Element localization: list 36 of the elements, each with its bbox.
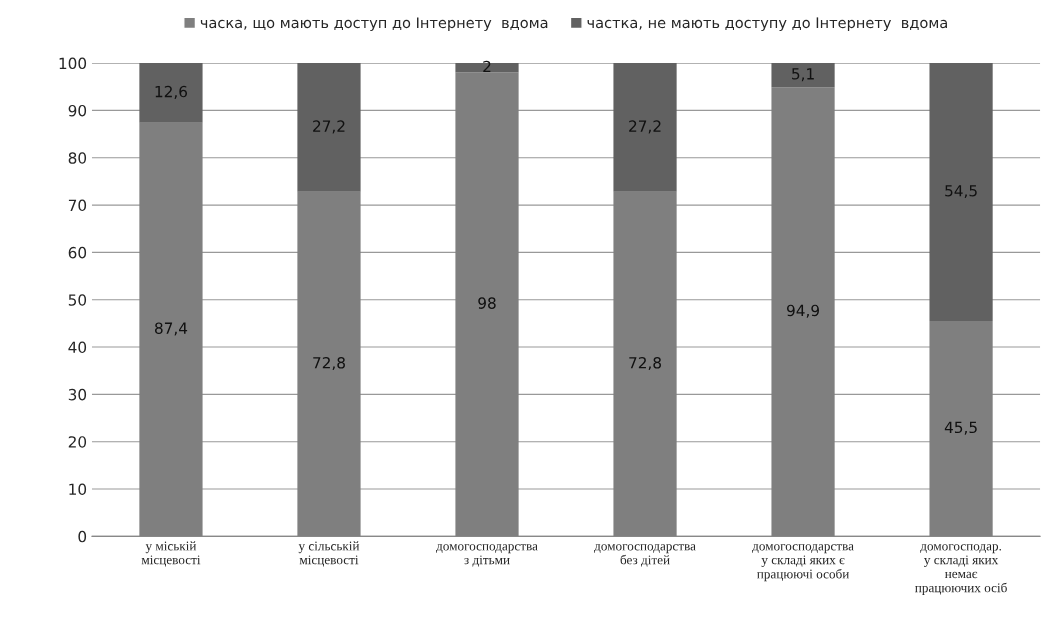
data-label: 72,8 [313,356,345,371]
x-tick-label: домогосподарства без дітей [594,544,696,567]
bar [613,63,677,192]
bar [139,63,203,123]
data-label: 27,2 [629,120,661,134]
y-tick-label: 60 [68,246,87,259]
data-label: 72,8 [629,356,661,371]
data-label: 5,1 [792,68,814,82]
data-label: 98 [478,297,496,309]
bar [297,63,361,192]
y-tick-label: 0 [78,530,87,543]
y-tick-label: 20 [68,436,87,448]
y-tick-label: 30 [68,388,87,401]
data-label: 27,2 [313,120,345,134]
data-label: 94,9 [787,304,819,318]
bar [929,63,993,322]
data-label: 54,5 [945,185,977,199]
x-tick-label: домогосподарства у складі яких є працюючі особи [752,544,854,582]
data-label: 12,6 [155,85,188,99]
x-tick-label: у сільській місцевості [298,541,360,567]
y-tick-label: 80 [68,152,87,164]
y-tick-label: 50 [68,294,87,306]
legend-label: часка, що мають доступ до Інтернету вдома [200,17,548,32]
y-tick-label: 10 [69,483,87,496]
data-label: 45,5 [944,421,977,435]
bar [771,63,835,88]
legend-label: частка, не мають доступу до Інтернету вдома [587,17,947,32]
y-tick-label: 70 [68,199,87,212]
y-tick-label: 40 [68,341,87,354]
x-tick-label: домогосподарства з дітьми [436,544,538,567]
data-label: 2 [483,60,491,73]
y-tick-label: 90 [68,104,87,117]
x-tick-label: домогосподар. у складі яких немає працюючих осіб [915,544,1007,595]
y-tick-label: 100 [59,57,87,70]
data-label: 87,4 [155,322,188,336]
x-tick-label: у міській місцевості [141,541,201,567]
